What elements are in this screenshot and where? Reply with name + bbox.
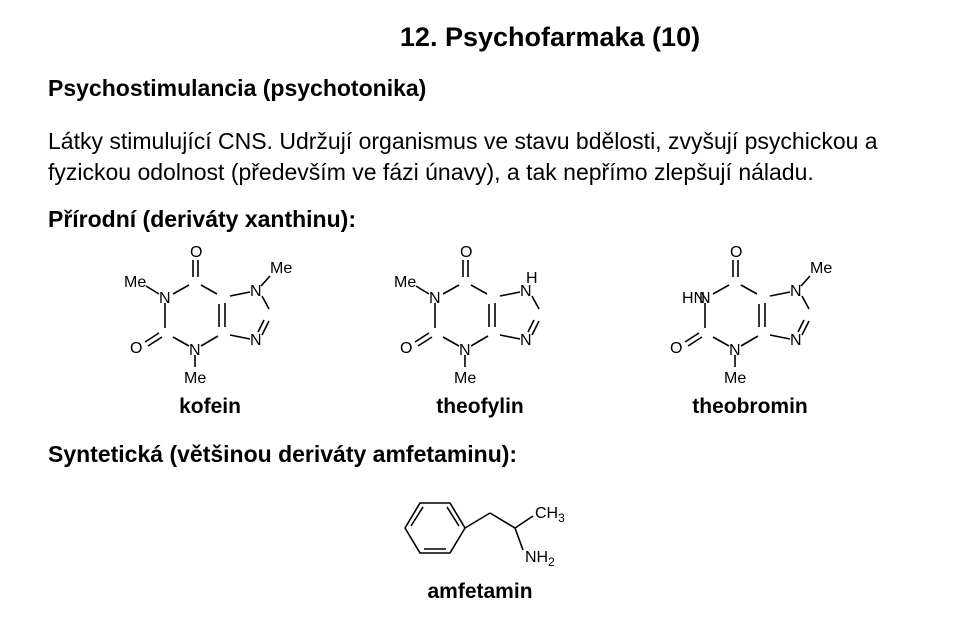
svg-text:O: O [460, 244, 472, 261]
xanthine-theofylin: O O N N N N Me Me H theofylin [380, 243, 580, 419]
svg-text:N: N [790, 332, 802, 349]
svg-text:Me: Me [124, 274, 146, 291]
ch3-sub: 3 [558, 511, 565, 525]
amfetamin-wrap: CH3 NH2 amfetamin [48, 478, 912, 604]
nh2-sub: 2 [548, 555, 555, 569]
xanthine-label: kofein [179, 395, 241, 419]
svg-text:N: N [429, 290, 441, 307]
page-title: 12. Psychofarmaka (10) [48, 22, 912, 53]
xanthine-kofein: O O N N N N Me Me Me kofein [110, 243, 310, 419]
svg-text:N: N [189, 342, 201, 359]
xanthine-theobromin: O O N N N N HN Me Me theobromin [650, 243, 850, 419]
svg-text:O: O [730, 244, 742, 261]
svg-text:H: H [526, 270, 538, 287]
svg-text:CH3: CH3 [535, 505, 565, 525]
svg-text:N: N [790, 283, 802, 300]
svg-text:HN: HN [682, 290, 705, 307]
ch3-label: CH [535, 505, 558, 522]
svg-text:Me: Me [394, 274, 416, 291]
svg-text:Me: Me [810, 260, 832, 277]
svg-text:N: N [459, 342, 471, 359]
svg-text:Me: Me [724, 370, 746, 387]
svg-text:O: O [400, 340, 412, 357]
xanthine-label: theobromin [692, 395, 808, 419]
amfetamin-structure: CH3 NH2 amfetamin [385, 478, 575, 604]
svg-text:NH2: NH2 [525, 549, 555, 569]
svg-text:O: O [670, 340, 682, 357]
xanthine-label: theofylin [436, 395, 524, 419]
synthetic-heading: Syntetická (většinou deriváty amfetaminu… [48, 441, 912, 468]
svg-text:N: N [159, 290, 171, 307]
xanthine-row: O O N N N N Me Me Me kofein [48, 243, 912, 419]
svg-text:N: N [250, 283, 262, 300]
amfetamin-svg: CH3 NH2 [385, 478, 575, 578]
nh2-label: NH [525, 549, 548, 566]
svg-text:Me: Me [184, 370, 206, 387]
svg-text:N: N [729, 342, 741, 359]
natural-heading: Přírodní (deriváty xanthinu): [48, 206, 912, 233]
svg-text:Me: Me [454, 370, 476, 387]
svg-text:O: O [190, 244, 202, 261]
svg-text:O: O [130, 340, 142, 357]
svg-text:Me: Me [270, 260, 292, 277]
amfetamin-label: amfetamin [427, 580, 532, 604]
section-subheading: Psychostimulancia (psychotonika) [48, 75, 912, 102]
page: 12. Psychofarmaka (10) Psychostimulancia… [0, 0, 960, 623]
svg-text:N: N [250, 332, 262, 349]
svg-text:N: N [520, 332, 532, 349]
body-paragraph: Látky stimulující CNS. Udržují organismu… [48, 126, 912, 188]
